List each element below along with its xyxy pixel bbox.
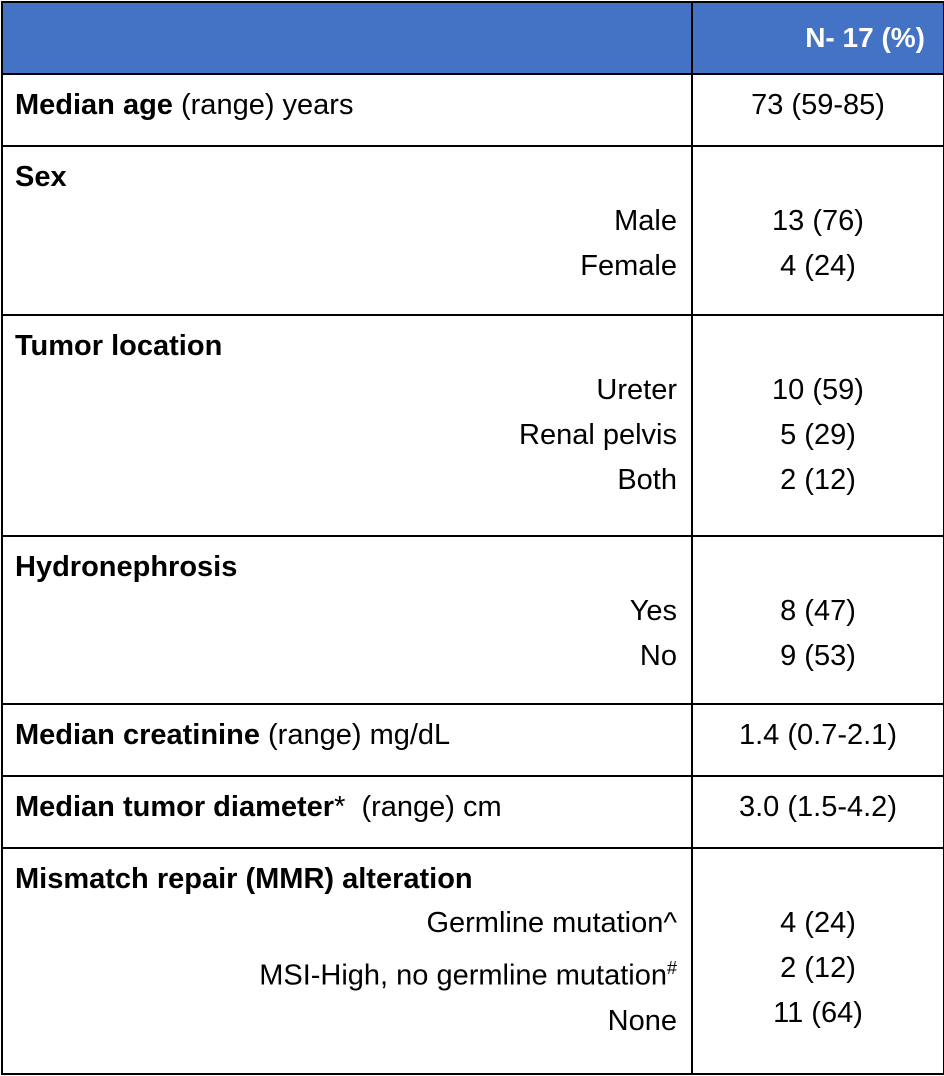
mmr-item-germline-label: Germline mutation^ (15, 901, 679, 946)
table-row-diameter: Median tumor diameter* (range) cm 3.0 (1… (1, 775, 944, 849)
mmr-value-cell: 4 (24) 2 (12) 11 (64) (691, 847, 944, 1075)
sex-value-cell: 13 (76) 4 (24) (691, 145, 944, 316)
creatinine-value-cell: 1.4 (0.7-2.1) (691, 703, 944, 777)
age-value: 73 (59-85) (751, 89, 885, 121)
age-label: Median age (15, 89, 173, 121)
mmr-label-cell: Mismatch repair (MMR) alteration Germlin… (1, 847, 693, 1075)
location-item-renal-pelvis-value: 5 (29) (780, 419, 856, 451)
table-row-age: Median age (range) years 73 (59-85) (1, 73, 944, 147)
mmr-item-none-value: 11 (64) (773, 997, 863, 1029)
mmr-item-msi-label: MSI-High, no germline mutation# (15, 946, 679, 999)
table-row-hydronephrosis: Hydronephrosis Yes No 8 (47) 9 (53) (1, 535, 944, 705)
location-label: Tumor location (15, 330, 223, 362)
diameter-qualifier: (range) cm (345, 791, 502, 823)
sex-label-cell: Sex Male Female (1, 145, 693, 316)
location-label-cell: Tumor location Ureter Renal pelvis Both (1, 314, 693, 537)
sex-item-female-label: Female (580, 250, 677, 282)
sex-item-female-value: 4 (24) (780, 250, 856, 282)
creatinine-value: 1.4 (0.7-2.1) (739, 719, 897, 751)
location-item-both-label: Both (617, 464, 677, 496)
hydro-item-yes-value: 8 (47) (780, 595, 856, 627)
age-qualifier: (range) years (172, 89, 354, 121)
sex-label: Sex (15, 161, 67, 193)
table-row-sex: Sex Male Female 13 (76) 4 (24) (1, 145, 944, 316)
diameter-star: * (334, 791, 346, 823)
table-row-mmr: Mismatch repair (MMR) alteration Germlin… (1, 847, 944, 1075)
diameter-value-cell: 3.0 (1.5-4.2) (691, 775, 944, 849)
mmr-item-germline-text: Germline mutation^ (426, 907, 677, 939)
location-item-renal-pelvis-label: Renal pelvis (519, 419, 677, 451)
sex-item-male-value: 13 (76) (772, 205, 864, 237)
age-label-cell: Median age (range) years (1, 73, 693, 147)
location-value-cell: 10 (59) 5 (29) 2 (12) (691, 314, 944, 537)
table-row-creatinine: Median creatinine (range) mg/dL 1.4 (0.7… (1, 703, 944, 777)
header-empty-cell (1, 1, 693, 75)
mmr-label: Mismatch repair (MMR) alteration (15, 863, 473, 895)
hydro-value-cell: 8 (47) 9 (53) (691, 535, 944, 705)
hydro-item-no-label: No (639, 640, 677, 672)
mmr-item-msi-text: MSI-High, no germline mutation (259, 959, 667, 992)
mmr-item-msi-footnote-mark: # (666, 958, 677, 978)
diameter-label-cell: Median tumor diameter* (range) cm (1, 775, 693, 849)
hydro-item-yes-label: Yes (629, 595, 677, 627)
age-value-cell: 73 (59-85) (691, 73, 944, 147)
mmr-item-none-label: None (15, 999, 679, 1044)
hydro-label: Hydronephrosis (15, 551, 238, 583)
hydro-item-no-value: 9 (53) (780, 640, 856, 672)
header-n-cell: N- 17 (%) (691, 1, 944, 75)
diameter-value: 3.0 (1.5-4.2) (739, 791, 897, 823)
table-row-location: Tumor location Ureter Renal pelvis Both … (1, 314, 944, 537)
mmr-item-none-text: None (607, 1004, 677, 1037)
creatinine-label: Median creatinine (15, 719, 260, 751)
creatinine-qualifier: (range) mg/dL (259, 719, 451, 751)
location-item-both-value: 2 (12) (780, 464, 856, 496)
hydro-label-cell: Hydronephrosis Yes No (1, 535, 693, 705)
creatinine-label-cell: Median creatinine (range) mg/dL (1, 703, 693, 777)
location-item-ureter-label: Ureter (596, 374, 677, 406)
sex-item-male-label: Male (614, 205, 677, 237)
location-item-ureter-value: 10 (59) (772, 374, 864, 406)
mmr-item-germline-value: 4 (24) (780, 907, 856, 939)
mmr-item-msi-value: 2 (12) (780, 952, 856, 984)
diameter-label: Median tumor diameter (15, 791, 335, 823)
table-header-row: N- 17 (%) (1, 1, 944, 75)
